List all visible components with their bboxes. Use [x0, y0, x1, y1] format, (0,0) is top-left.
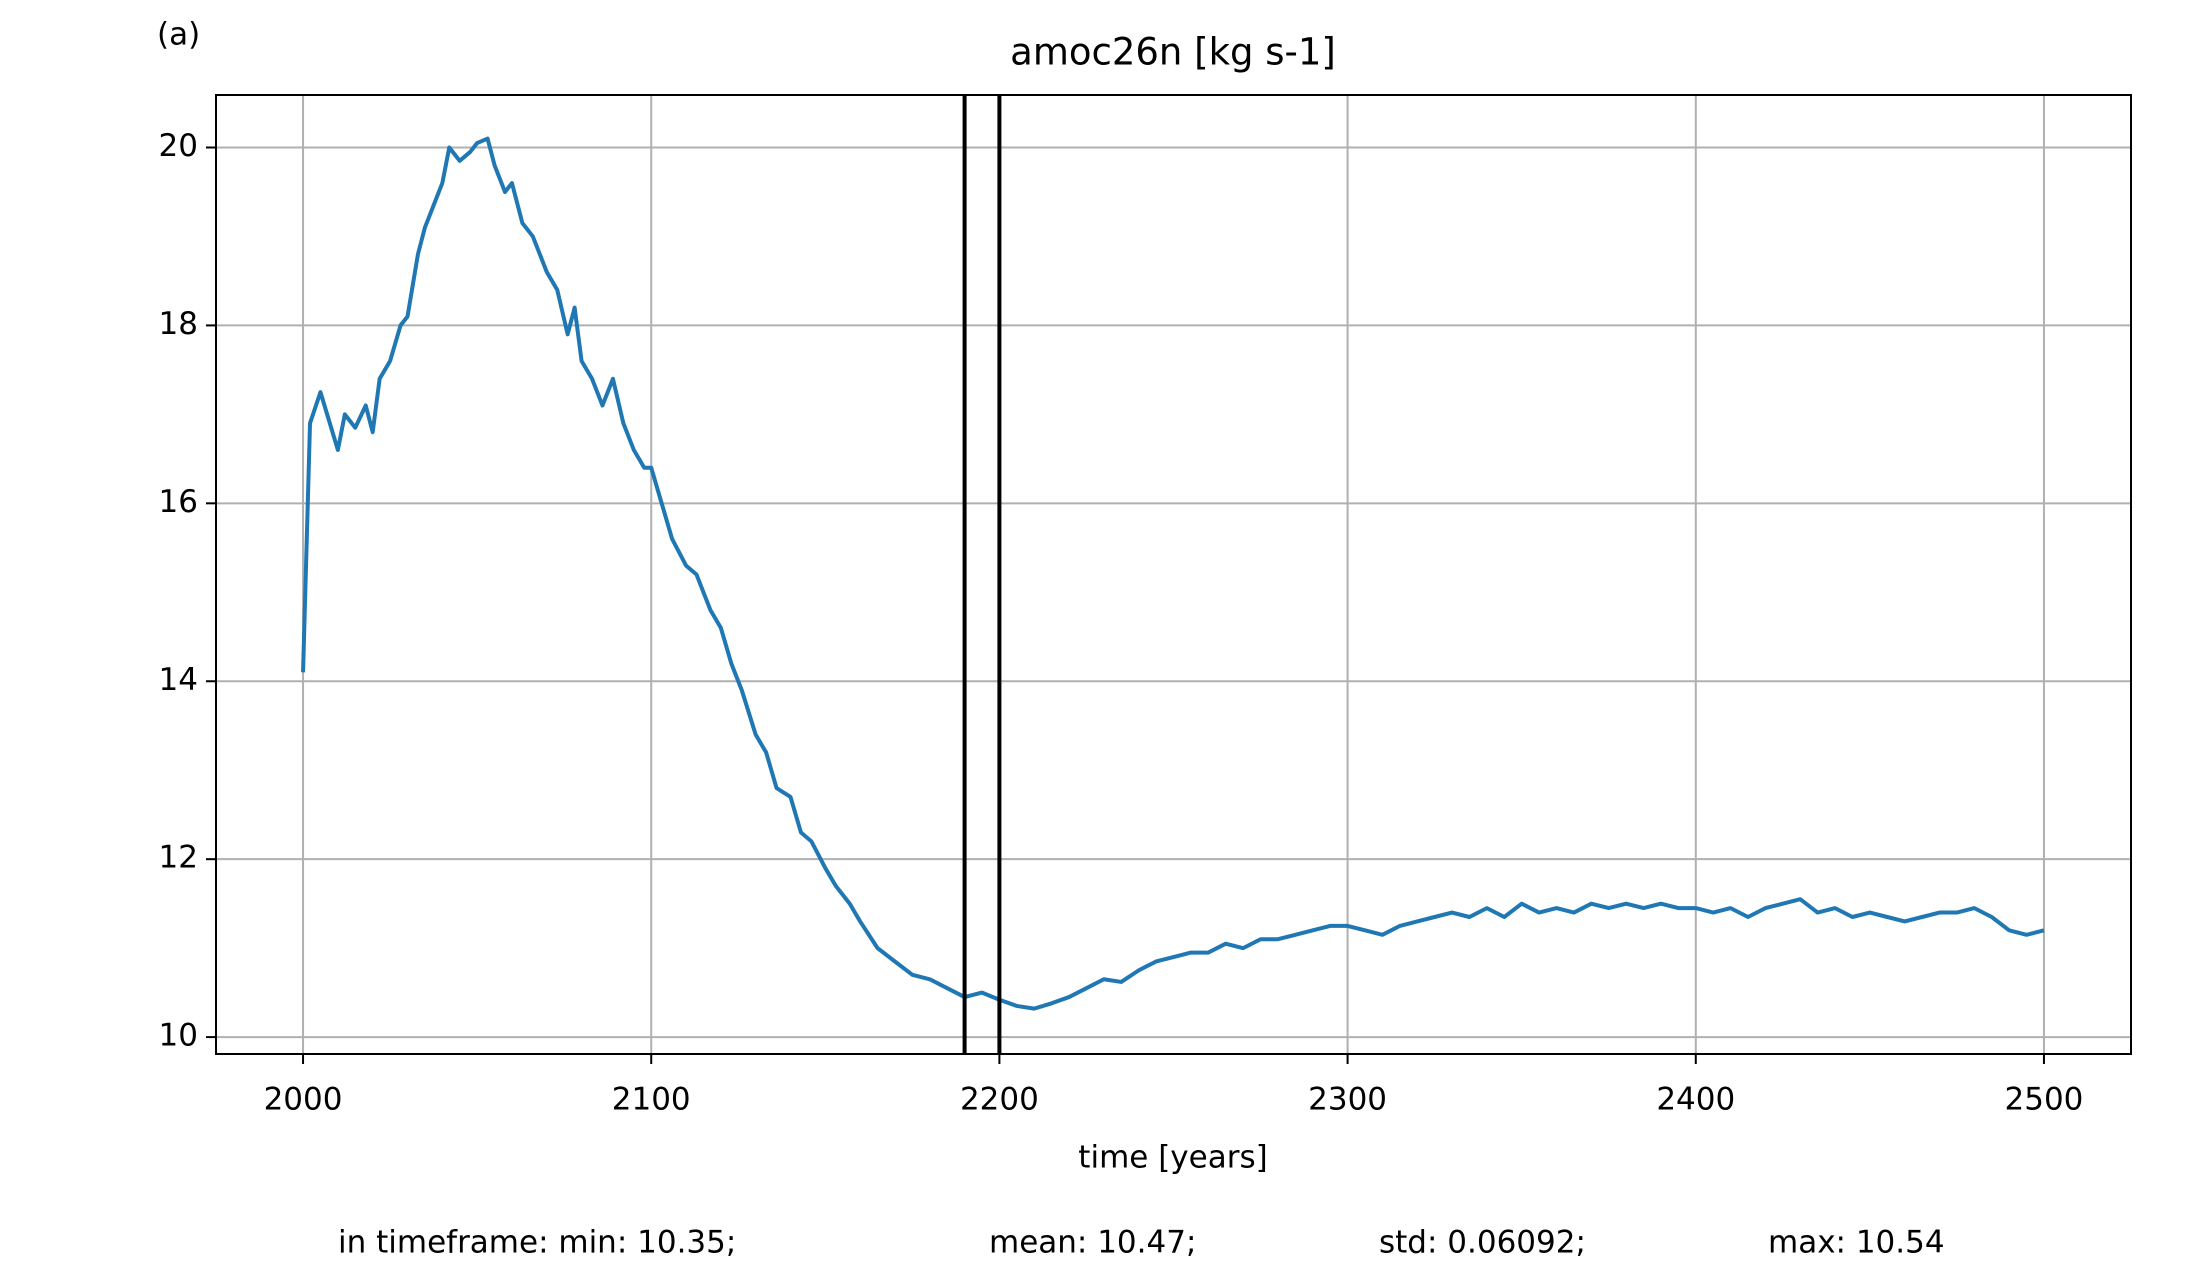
- data-line: [301, 136, 2045, 1011]
- plot-frame: [215, 94, 2132, 1055]
- panel-label: (a): [157, 17, 200, 53]
- x-axis-label: time [years]: [1078, 1140, 1267, 1176]
- x-tick-label: 2400: [1656, 1082, 1735, 1118]
- x-tick-label: 2300: [1308, 1082, 1387, 1118]
- x-tick-label: 2000: [264, 1082, 343, 1118]
- y-tick-label: 14: [159, 662, 198, 698]
- stat: in timeframe: min: 10.35;: [338, 1225, 736, 1261]
- chart-title: amoc26n [kg s-1]: [1010, 31, 1336, 74]
- stat: mean: 10.47;: [989, 1225, 1196, 1261]
- x-tick-label: 2100: [612, 1082, 691, 1118]
- y-tick-label: 10: [159, 1018, 198, 1054]
- y-tick-label: 12: [159, 840, 198, 876]
- y-tick-label: 16: [159, 484, 198, 520]
- x-tick-label: 2500: [2005, 1082, 2084, 1118]
- x-tick-label: 2200: [960, 1082, 1039, 1118]
- y-tick-label: 18: [159, 306, 198, 342]
- stat: std: 0.06092;: [1379, 1225, 1586, 1261]
- y-tick-label: 20: [159, 128, 198, 164]
- stat: max: 10.54: [1768, 1225, 1945, 1261]
